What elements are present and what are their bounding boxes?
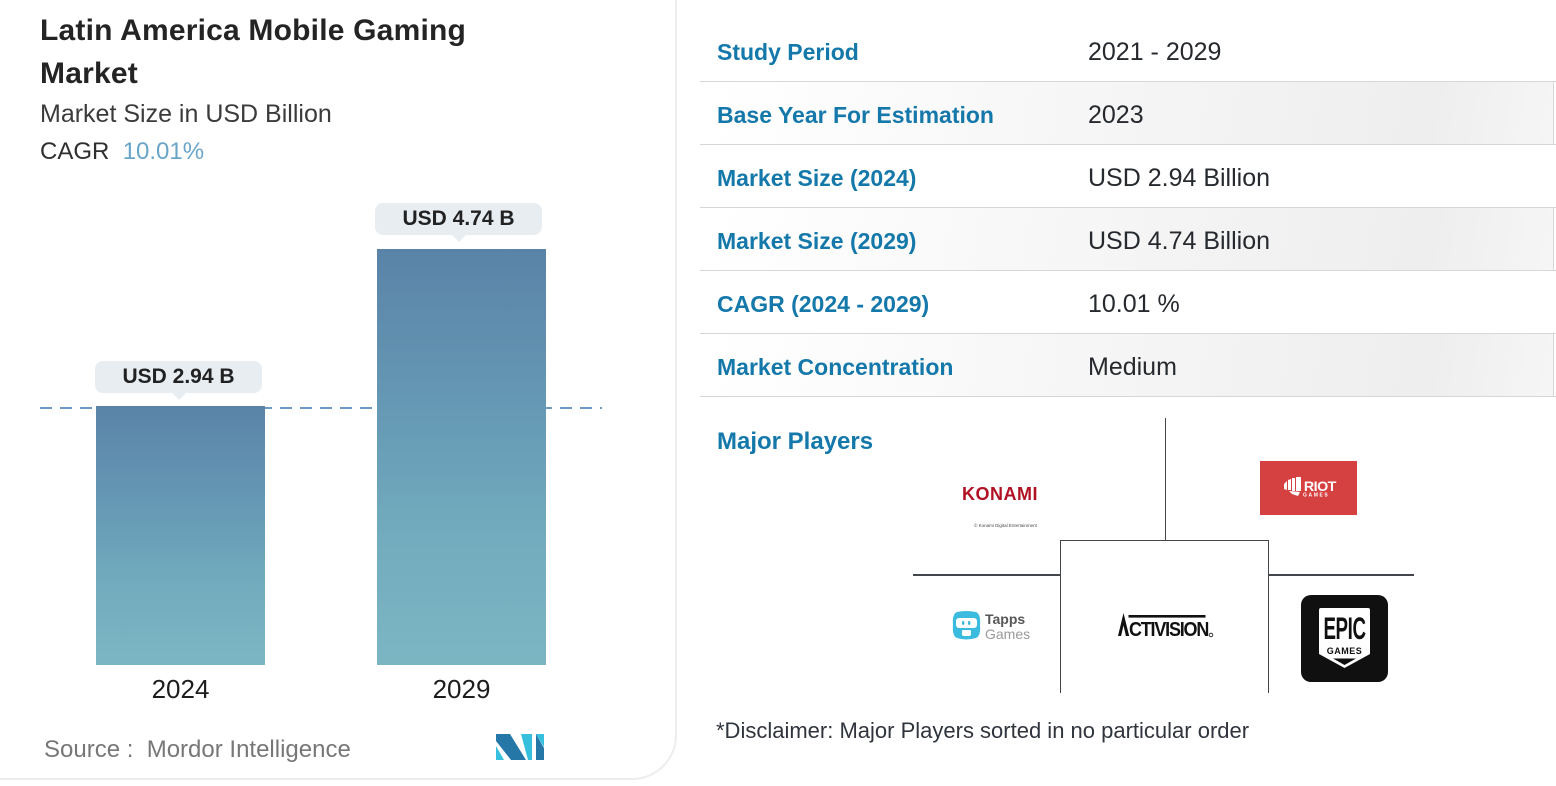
svg-text:CTIVISION: CTIVISION bbox=[1129, 618, 1208, 638]
svg-text:RIOT: RIOT bbox=[1304, 478, 1337, 494]
svg-text:GAMES: GAMES bbox=[1303, 493, 1329, 499]
svg-text:GAMES: GAMES bbox=[1327, 646, 1363, 656]
svg-text:EPIC: EPIC bbox=[1323, 612, 1365, 646]
